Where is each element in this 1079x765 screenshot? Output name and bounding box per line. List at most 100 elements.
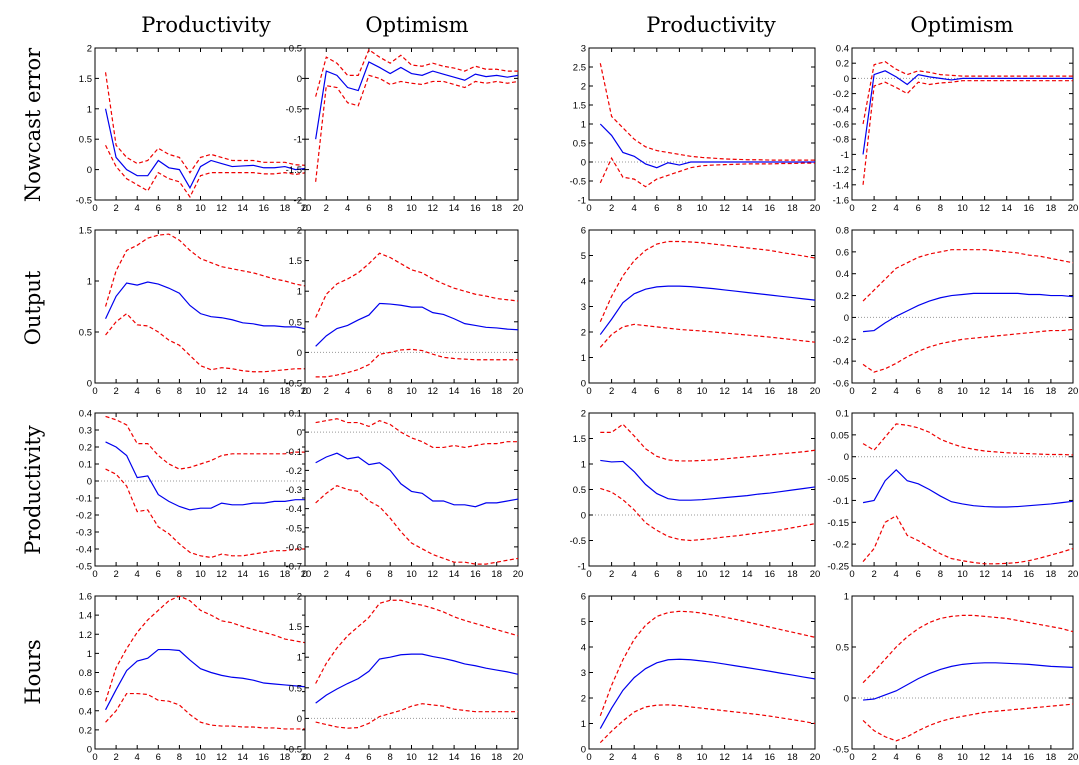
y-tick-label: 2	[87, 44, 92, 55]
y-tick-label: -0.25	[827, 562, 849, 573]
x-tick-label: 16	[470, 752, 481, 763]
chart-panel: -0.500.510 2 4 6 8 10 12 14 16 18 20	[833, 592, 1079, 764]
x-tick-label: 0	[586, 386, 591, 397]
upper-band-line	[105, 415, 306, 470]
x-tick-label: 8	[177, 386, 182, 397]
x-tick-label: 10	[697, 569, 708, 580]
y-tick-label: 0	[581, 379, 586, 390]
median-response-line	[862, 468, 1074, 508]
x-tick-label: 2	[113, 569, 118, 580]
x-tick-label: 6	[366, 386, 371, 397]
x-tick-label: 10	[697, 203, 708, 214]
x-tick-label: 0	[849, 569, 854, 580]
y-tick-label: 1	[581, 719, 586, 730]
x-tick-label: 14	[237, 569, 248, 580]
upper-band-line	[315, 48, 518, 97]
median-response-line	[862, 70, 1073, 155]
x-tick-label: 12	[719, 752, 730, 763]
y-tick-label: 2	[581, 328, 586, 339]
x-tick-label: 12	[719, 386, 730, 397]
x-tick-label: 12	[428, 386, 439, 397]
y-tick-label: 0.05	[831, 430, 850, 441]
x-tick-label: 18	[1046, 386, 1057, 397]
x-tick-label: 6	[916, 386, 921, 397]
median-response-line	[105, 441, 306, 511]
x-tick-label: 16	[1024, 752, 1035, 763]
x-tick-label: 2	[324, 752, 329, 763]
y-tick-label: 0.5	[289, 44, 302, 55]
y-tick-label: 0.5	[573, 485, 586, 496]
chart-panel: -0.6 -0.4 -0.2 0 0.2 0.4 0.6 0.8 0 2 4 6 8 10 12 14 16 18…	[833, 226, 1079, 398]
x-tick-label: 10	[697, 752, 708, 763]
upper-band-line	[862, 61, 1073, 125]
x-tick-label: 18	[787, 203, 798, 214]
x-tick-label: 6	[156, 386, 161, 397]
x-tick-label: 8	[177, 203, 182, 214]
upper-band-line	[599, 610, 816, 717]
chart-panel: -0.500.511.520 2 4 6 8 10 12 14 16 18 20	[286, 592, 524, 764]
row-label: Output	[21, 270, 45, 345]
y-tick-label: 0	[297, 428, 302, 439]
y-tick-label: 0	[87, 745, 92, 756]
x-tick-label: 0	[92, 386, 97, 397]
x-tick-label: 10	[957, 203, 968, 214]
x-tick-label: 4	[632, 752, 637, 763]
median-response-line	[600, 459, 816, 501]
y-tick-label: -1	[578, 196, 586, 207]
y-tick-label: 0	[581, 511, 586, 522]
x-tick-label: 0	[302, 569, 307, 580]
x-tick-label: 16	[1024, 386, 1035, 397]
y-tick-label: 0.4	[79, 409, 92, 420]
x-tick-label: 12	[719, 203, 730, 214]
x-tick-label: 16	[765, 569, 776, 580]
x-tick-label: 8	[388, 569, 393, 580]
x-tick-label: 2	[871, 752, 876, 763]
y-tick-label: -0.8	[833, 135, 849, 146]
lower-band-line	[862, 514, 1074, 565]
x-tick-label: 12	[216, 386, 227, 397]
x-tick-label: 4	[135, 752, 140, 763]
median-response-line	[105, 648, 307, 711]
x-tick-label: 0	[849, 203, 854, 214]
y-tick-label: -0.15	[827, 518, 849, 529]
x-tick-label: 14	[449, 569, 460, 580]
x-tick-label: 16	[1024, 203, 1035, 214]
upper-band-line	[862, 423, 1074, 456]
x-tick-label: 2	[113, 203, 118, 214]
upper-band-line	[600, 423, 816, 462]
chart-panel: -1 -0.5 0 0.5 1 1.5 2 2.5 3 0 2 4 6 8 10 12 14 16 18 20	[570, 44, 821, 215]
x-tick-label: 20	[301, 386, 312, 397]
column-title: Productivity	[646, 13, 776, 37]
x-tick-label: 20	[1068, 203, 1079, 214]
plot-frame	[94, 412, 307, 567]
x-tick-label: 20	[810, 752, 821, 763]
x-tick-label: 10	[406, 203, 417, 214]
x-tick-label: 12	[216, 752, 227, 763]
x-tick-label: 0	[302, 752, 307, 763]
chart-panel: -0.5 -0.4 -0.3 -0.2 -0.1 0 0.1 0.2 0.3 0.4 0 2 4 6 8 10…	[76, 409, 312, 581]
y-tick-label: 1	[581, 353, 586, 364]
y-tick-label: -1	[841, 150, 849, 161]
x-tick-label: 12	[979, 569, 990, 580]
x-tick-label: 0	[849, 386, 854, 397]
x-tick-label: 2	[324, 203, 329, 214]
x-tick-label: 14	[1001, 569, 1012, 580]
y-tick-label: -0.4	[76, 545, 92, 556]
x-tick-label: 4	[135, 386, 140, 397]
lower-band-line	[105, 145, 307, 199]
y-tick-label: 1	[297, 653, 302, 664]
y-tick-label: -0.2	[833, 540, 849, 551]
x-tick-label: 6	[654, 386, 659, 397]
x-tick-label: 10	[195, 386, 206, 397]
median-response-line	[599, 123, 815, 169]
lower-band-line	[862, 703, 1074, 742]
x-tick-label: 2	[609, 203, 614, 214]
y-tick-label: 2	[297, 592, 302, 603]
y-tick-label: 0.5	[289, 317, 302, 328]
y-tick-label: -0.4	[833, 104, 849, 115]
y-tick-label: -1.6	[833, 196, 849, 207]
x-tick-label: 0	[849, 752, 854, 763]
x-tick-label: 4	[345, 752, 350, 763]
y-tick-label: 0.2	[836, 59, 849, 70]
